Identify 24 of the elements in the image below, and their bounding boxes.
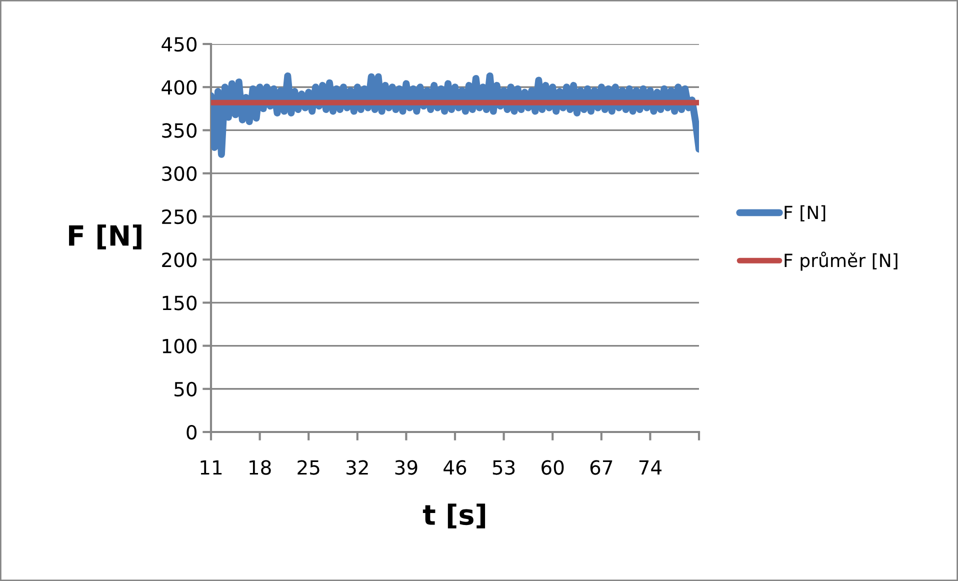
y-tick-label: 50 bbox=[174, 382, 197, 397]
x-tick-label: 18 bbox=[250, 460, 271, 475]
y-tick-label: 150 bbox=[162, 296, 197, 310]
x-tick-label: 46 bbox=[444, 460, 466, 475]
legend-label: F průměr [N] bbox=[784, 252, 898, 271]
y-tick-label: 300 bbox=[162, 166, 197, 181]
x-axis-title: t [s] bbox=[422, 504, 486, 528]
x-tick-label: 39 bbox=[395, 460, 418, 475]
y-tick-label: 250 bbox=[162, 209, 197, 224]
legend-label: F [N] bbox=[784, 205, 826, 222]
x-tick-label: 53 bbox=[492, 460, 515, 475]
y-tick-label: 0 bbox=[186, 424, 197, 440]
y-tick-label: 100 bbox=[162, 338, 197, 354]
y-tick-label: 350 bbox=[162, 123, 197, 138]
x-tick-label: 74 bbox=[639, 460, 662, 475]
x-tick-label: 32 bbox=[346, 460, 368, 475]
y-tick-label: 200 bbox=[162, 252, 197, 268]
x-tick-label: 25 bbox=[298, 460, 320, 475]
y-axis-title: F [N] bbox=[69, 224, 142, 250]
y-tick-label: 400 bbox=[162, 80, 197, 95]
x-tick-label: 60 bbox=[542, 460, 564, 475]
x-tick-label: 67 bbox=[590, 460, 612, 475]
x-tick-label: 11 bbox=[200, 460, 222, 475]
y-tick-label: 450 bbox=[162, 36, 197, 52]
